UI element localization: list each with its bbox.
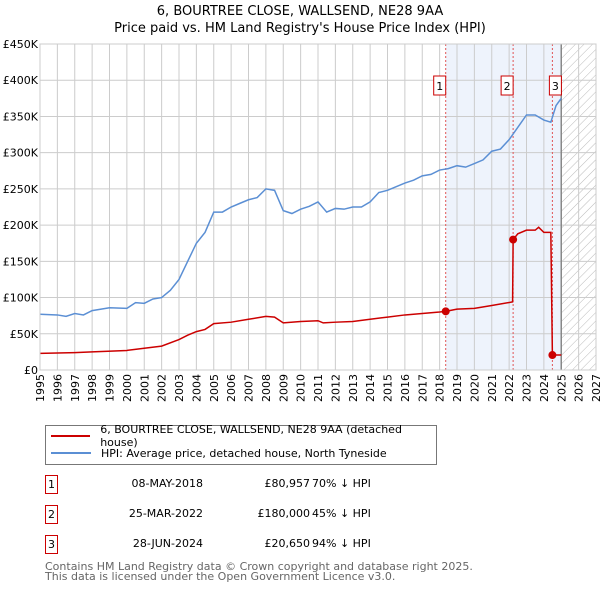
x-tick-label: 2005 [208,374,221,402]
sale-hpi-diff: 94% ↓ HPI [312,537,371,550]
legend-line-blue [51,452,91,454]
x-tick-label: 2001 [138,374,151,402]
legend-item-property: 6, BOURTREE CLOSE, WALLSEND, NE28 9AA (d… [51,423,436,449]
x-tick-label: 2026 [573,374,586,402]
sale-hpi-diff: 45% ↓ HPI [312,507,371,520]
legend: 6, BOURTREE CLOSE, WALLSEND, NE28 9AA (d… [45,423,437,465]
x-tick-label: 2008 [260,374,273,402]
x-tick-label: 2018 [434,374,447,402]
x-tick-label: 2011 [312,374,325,402]
sale-marker-label: 3 [552,80,559,93]
sale-hpi-diff: 70% ↓ HPI [312,477,371,490]
y-tick-label: £350K [3,110,39,123]
chart-subtitle: Price paid vs. HM Land Registry's House … [114,21,486,36]
sale-number-badge: 2 [45,505,58,524]
sale-price: £80,957 [264,477,311,490]
sale-number-badge: 3 [45,535,58,554]
y-tick-label: £150K [3,255,39,268]
x-tick-label: 2022 [503,374,516,402]
footer-licence: This data is licensed under the Open Gov… [45,570,396,583]
hpi-line [39,97,562,318]
y-tick-label: £300K [3,147,39,160]
sale-row: 2 25-MAR-2022 £180,000 45% ↓ HPI [45,505,445,525]
sale-number-badge: 1 [45,475,58,494]
sale-marker-box [500,75,514,96]
sale-date: 28-JUN-2024 [132,537,203,550]
x-tick-label: 2027 [590,374,600,402]
sale-marker-box [433,75,447,96]
x-tick-label: 2019 [451,374,464,402]
x-tick-label: 2007 [243,374,256,402]
x-tick-label: 2023 [521,374,534,402]
x-tick-label: 1995 [34,374,47,402]
x-tick-label: 2002 [156,374,169,402]
x-tick-label: 2000 [121,374,134,402]
x-tick-label: 2021 [486,374,499,402]
sale-row: 3 28-JUN-2024 £20,650 94% ↓ HPI [45,535,445,555]
y-tick-label: £100K [3,292,39,305]
y-tick-label: £250K [3,183,39,196]
x-tick-label: 1997 [69,374,82,402]
x-tick-label: 2016 [399,374,412,402]
y-tick-label: £0 [24,364,38,377]
chart-title: 6, BOURTREE CLOSE, WALLSEND, NE28 9AA [156,4,444,19]
y-tick-label: £50K [10,328,39,341]
x-tick-label: 1998 [86,374,99,402]
y-tick-label: £400K [3,74,39,87]
footer-copyright: Contains HM Land Registry data © Crown c… [45,560,473,573]
sale-price: £180,000 [257,507,311,520]
price-chart: 1995 1996 1997 1998 1999 2000 2001 2002 2003 2004… [3,38,600,402]
sale-point [548,351,557,360]
x-tick-label: 2014 [364,374,377,402]
sale-point [441,307,450,316]
x-tick-label: 2012 [329,374,342,402]
sale-marker-label: 2 [504,80,511,93]
legend-line-red [51,435,91,437]
legend-label: HPI: Average price, detached house, Nort… [101,446,387,460]
sale-marker-label: 1 [436,80,443,93]
x-tick-label: 2025 [555,374,568,402]
sale-point [509,235,518,244]
x-tick-label: 2010 [295,374,308,402]
sale-date: 25-MAR-2022 [128,507,203,520]
sale-marker-box [548,75,562,96]
x-tick-label: 1999 [104,374,117,402]
x-tick-label: 1996 [51,374,64,402]
plot-border [39,43,597,371]
y-tick-label: £450K [3,38,39,51]
x-tick-label: 2015 [382,374,395,402]
legend-item-hpi: HPI: Average price, detached house, Nort… [51,445,387,461]
x-tick-label: 2013 [347,374,360,402]
x-tick-label: 2017 [416,374,429,402]
y-tick-label: £200K [3,219,39,232]
sale-row: 1 08-MAY-2018 £80,957 70% ↓ HPI [45,475,445,495]
sale-date: 08-MAY-2018 [131,477,203,490]
x-tick-label: 2020 [468,374,481,402]
x-tick-label: 2004 [190,374,203,402]
x-tick-label: 2006 [225,374,238,402]
x-tick-label: 2024 [538,374,551,402]
property-line [39,226,562,356]
sale-price: £20,650 [264,537,311,550]
x-tick-label: 2003 [173,374,186,402]
legend-label: 6, BOURTREE CLOSE, WALLSEND, NE28 9AA (d… [100,423,402,449]
x-tick-label: 2009 [277,374,290,402]
shaded-region [445,44,562,370]
